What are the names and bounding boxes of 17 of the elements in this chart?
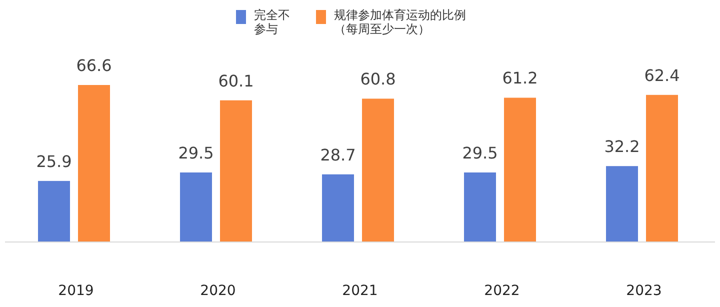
data-label: 29.5 (178, 143, 214, 162)
x-tick-label: 2023 (626, 283, 662, 299)
data-label: 60.8 (360, 70, 396, 89)
data-label: 66.6 (76, 56, 112, 75)
data-label: 60.1 (218, 71, 254, 90)
data-label: 62.4 (644, 66, 680, 85)
legend-label: 规律参加体育运动的比例（每周至少一次） (334, 8, 467, 36)
data-label: 28.7 (320, 145, 356, 164)
x-tick-label: 2022 (484, 283, 520, 299)
data-label: 25.9 (36, 152, 72, 171)
x-tick-label: 2020 (200, 283, 236, 299)
x-tick-label: 2021 (342, 283, 378, 299)
data-label: 61.2 (502, 68, 538, 88)
legend-label: 完全不参与 (254, 8, 291, 36)
data-label: 32.2 (604, 137, 640, 156)
data-label: 29.5 (462, 143, 498, 162)
x-tick-label: 2019 (58, 283, 94, 299)
